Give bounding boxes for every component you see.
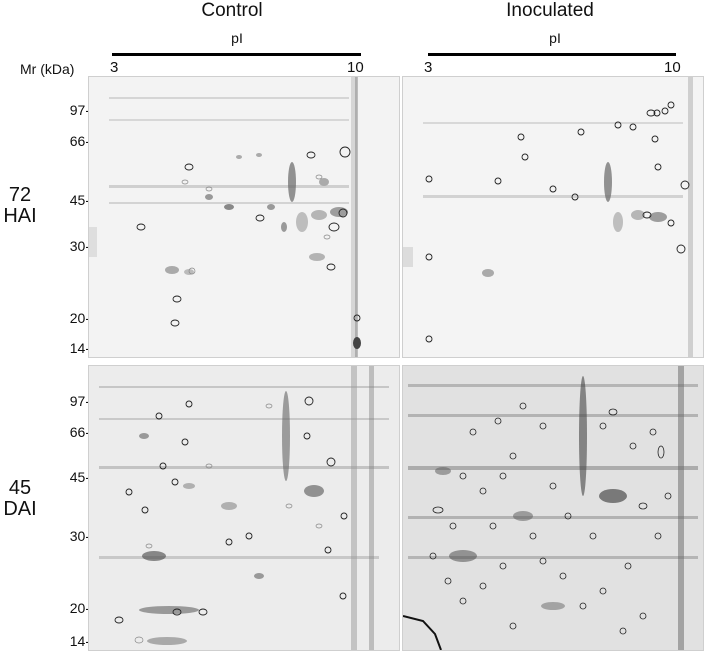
mw-14-top: 14-	[69, 340, 90, 356]
mw-97-top: 97-	[69, 102, 90, 118]
mw-30-top: 30-	[69, 238, 90, 254]
pi-end-control: 10	[347, 59, 364, 76]
mw-97-bottom: 97-	[69, 393, 90, 409]
pi-label-inoculated: pI	[549, 30, 561, 46]
mw-45-top: 45-	[69, 192, 90, 208]
gel-45dai-inoculated	[402, 365, 704, 651]
pi-start-control: 3	[110, 59, 119, 76]
pi-end-inoculated: 10	[664, 59, 681, 76]
pi-axis-bar-control	[112, 53, 361, 56]
mw-66-top: 66-	[69, 133, 90, 149]
gel-45dai-control	[88, 365, 400, 651]
gel-72hai-inoculated	[402, 76, 704, 358]
mw-45-bottom: 45-	[69, 469, 90, 485]
row-label-45dai-line1: 45	[8, 477, 32, 499]
mw-20-bottom: 20-	[69, 600, 90, 616]
mr-kda-label: Mr (kDa)	[20, 61, 75, 77]
mw-30-bottom: 30-	[69, 528, 90, 544]
pi-label-control: pI	[231, 30, 243, 46]
row-label-72hai-line2: HAI	[3, 205, 37, 227]
column-title-inoculated: Inoculated	[506, 0, 594, 21]
gel-72hai-control	[88, 76, 400, 358]
pi-axis-bar-inoculated	[428, 53, 676, 56]
column-title-control: Control	[201, 0, 263, 21]
row-label-72hai-line1: 72	[8, 184, 32, 206]
mw-66-bottom: 66-	[69, 424, 90, 440]
row-label-72hai: 72 HAI	[0, 185, 40, 227]
mw-14-bottom: 14-	[69, 633, 90, 649]
row-label-45dai-line2: DAI	[3, 498, 37, 520]
row-label-45dai: 45 DAI	[0, 478, 40, 520]
mw-20-top: 20-	[69, 310, 90, 326]
pi-start-inoculated: 3	[424, 59, 433, 76]
